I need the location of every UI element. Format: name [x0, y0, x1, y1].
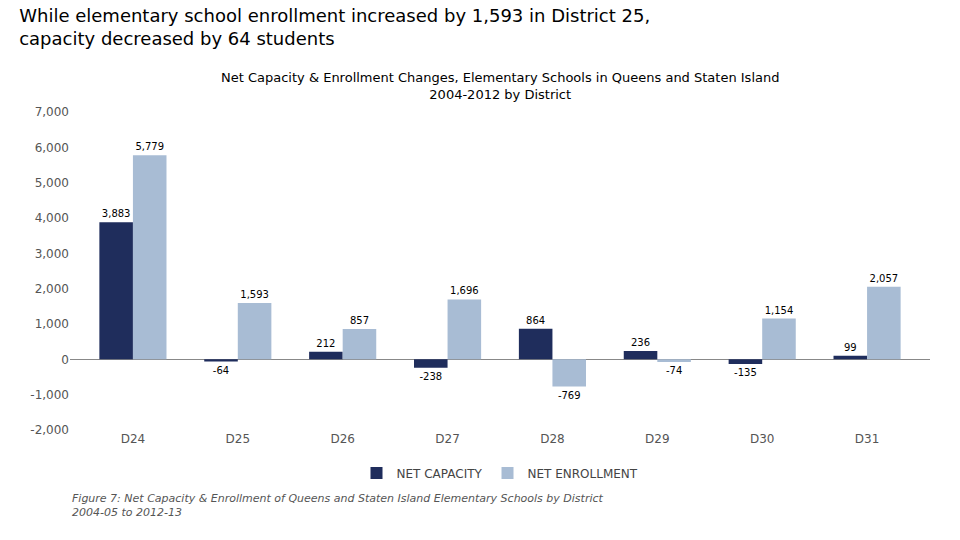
svg-text:7,000: 7,000 — [35, 105, 69, 119]
svg-text:D28: D28 — [540, 432, 565, 446]
svg-text:-135: -135 — [734, 367, 757, 378]
svg-text:2,000: 2,000 — [35, 282, 69, 296]
svg-text:857: 857 — [350, 315, 369, 326]
svg-text:212: 212 — [316, 338, 335, 349]
svg-text:D30: D30 — [750, 432, 775, 446]
svg-text:D29: D29 — [645, 432, 670, 446]
svg-text:NET CAPACITY: NET CAPACITY — [397, 467, 483, 481]
svg-text:99: 99 — [844, 342, 857, 353]
svg-text:3,883: 3,883 — [102, 208, 131, 219]
svg-text:-769: -769 — [558, 390, 581, 401]
svg-text:3,000: 3,000 — [35, 247, 69, 261]
svg-text:4,000: 4,000 — [35, 211, 69, 225]
svg-text:-1,000: -1,000 — [30, 388, 69, 402]
svg-text:864: 864 — [526, 315, 545, 326]
svg-text:-74: -74 — [666, 365, 682, 376]
svg-text:5,000: 5,000 — [35, 176, 69, 190]
svg-text:D24: D24 — [121, 432, 146, 446]
svg-text:Figure 7: Net Capacity & Enrol: Figure 7: Net Capacity & Enrollment of Q… — [72, 492, 604, 519]
svg-text:1,000: 1,000 — [35, 317, 69, 331]
svg-text:2,057: 2,057 — [870, 273, 899, 284]
svg-text:Net Capacity & Enrollment Chan: Net Capacity & Enrollment Changes, Eleme… — [221, 70, 779, 102]
svg-text:5,779: 5,779 — [135, 141, 164, 152]
svg-text:-238: -238 — [419, 371, 442, 382]
svg-text:1,696: 1,696 — [450, 285, 479, 296]
svg-text:1,154: 1,154 — [765, 305, 794, 316]
svg-text:-2,000: -2,000 — [30, 423, 69, 437]
svg-text:NET ENROLLMENT: NET ENROLLMENT — [528, 467, 638, 481]
svg-text:6,000: 6,000 — [35, 141, 69, 155]
svg-text:236: 236 — [631, 337, 650, 348]
svg-text:While elementary school enroll: While elementary school enrollment incre… — [19, 5, 650, 49]
svg-text:D25: D25 — [226, 432, 251, 446]
svg-text:D26: D26 — [330, 432, 355, 446]
svg-text:-64: -64 — [213, 365, 229, 376]
svg-text:1,593: 1,593 — [240, 289, 269, 300]
svg-text:D31: D31 — [855, 432, 880, 446]
svg-text:0: 0 — [61, 353, 69, 367]
svg-text:D27: D27 — [435, 432, 460, 446]
